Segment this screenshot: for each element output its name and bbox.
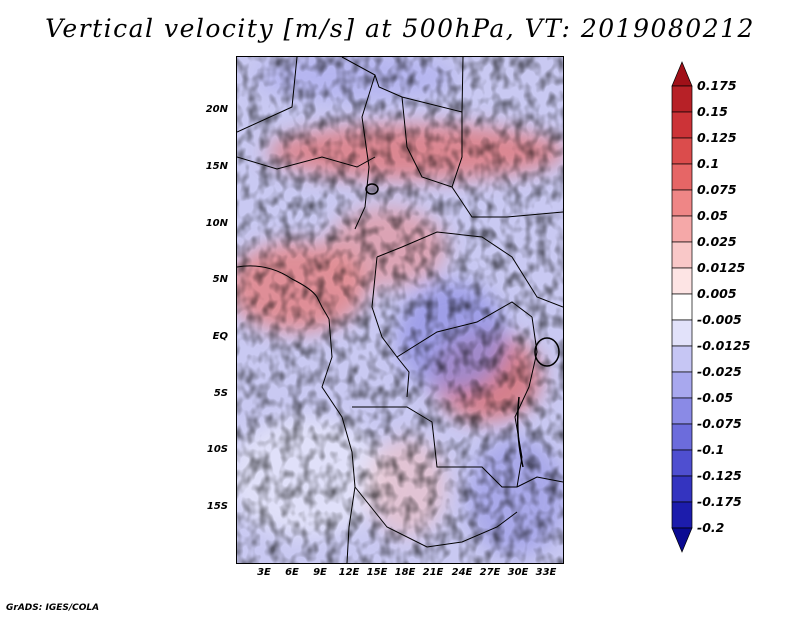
- lon-label-27e: 27E: [479, 567, 501, 578]
- lon-label-21e: 21E: [422, 567, 444, 578]
- lakes: [365, 183, 560, 468]
- border-sahel: [237, 156, 376, 170]
- velocity-field-map: [237, 57, 563, 563]
- colorbar-level-label: 0.005: [697, 286, 737, 301]
- lon-label-33e: 33E: [535, 567, 557, 578]
- colorbar-top-arrow: [671, 61, 693, 87]
- lat-label-20n: 20N: [205, 104, 228, 115]
- colorbar-level-label: -0.0125: [697, 338, 751, 353]
- colorbar-level-label: 0.0125: [697, 260, 746, 275]
- colorbar-swatch: [671, 475, 693, 503]
- colorbar-swatch: [671, 293, 693, 321]
- colorbar-swatch: [671, 215, 693, 243]
- lat-label-5s: 5S: [213, 388, 228, 399]
- border-car-sudan: [376, 231, 563, 308]
- border-angola-drc: [352, 406, 517, 488]
- coast-gulf-guinea: [237, 265, 330, 320]
- colorbar-bottom-arrow: [671, 527, 693, 553]
- colorbar-swatch: [671, 137, 693, 165]
- colorbar-level-label: 0.125: [697, 130, 737, 145]
- border-drc-north: [396, 301, 533, 358]
- lon-label-3e: 3E: [257, 567, 271, 578]
- lon-label-6e: 6E: [285, 567, 299, 578]
- lon-label-30e: 30E: [507, 567, 529, 578]
- map-plot-area: [236, 56, 564, 564]
- colorbar-swatch: [671, 371, 693, 399]
- border-chad-sudan: [451, 112, 563, 218]
- border-mali: [237, 57, 298, 133]
- coast-west-central: [321, 318, 356, 563]
- colorbar-level-label: -0.075: [697, 416, 742, 431]
- colorbar-swatch: [671, 111, 693, 139]
- border-niger-chad: [354, 74, 376, 230]
- colorbar-swatch: [671, 501, 693, 529]
- colorbar-level-label: -0.005: [697, 312, 742, 327]
- colorbar-level-label: 0.05: [697, 208, 728, 223]
- colorbar-level-label: 0.075: [697, 182, 737, 197]
- lat-label-5n: 5N: [212, 274, 228, 285]
- lat-label-15n: 15N: [205, 161, 228, 172]
- colorbar-swatch: [671, 241, 693, 269]
- lon-label-9e: 9E: [313, 567, 327, 578]
- colorbar-level-label: 0.15: [697, 104, 728, 119]
- colorbar-level-label: -0.2: [697, 520, 725, 535]
- colorbar-swatch: [671, 423, 693, 451]
- footer-credit: GrADS: IGES/COLA: [6, 603, 100, 613]
- lat-label-15s: 15S: [206, 501, 228, 512]
- colorbar-level-label: 0.175: [697, 78, 737, 93]
- colorbar-level-label: 0.1: [697, 156, 720, 171]
- border-east-south: [516, 476, 563, 488]
- colorbar-level-label: 0.025: [697, 234, 737, 249]
- lon-label-18e: 18E: [394, 567, 416, 578]
- colorbar-swatch: [671, 397, 693, 425]
- lat-label-eq: EQ: [212, 331, 228, 342]
- colorbar-level-label: -0.125: [697, 468, 742, 483]
- colorbar-level-label: -0.05: [697, 390, 734, 405]
- lake-chad: [365, 183, 379, 195]
- colorbar-swatch: [671, 449, 693, 477]
- chart-title: Vertical velocity [m/s] at 500hPa, VT: 2…: [45, 14, 755, 43]
- colorbar-swatch: [671, 319, 693, 347]
- colorbar-swatch: [671, 85, 693, 113]
- lake-tanganyika: [516, 396, 524, 468]
- border-angola-south: [354, 486, 518, 548]
- colorbar-level-label: -0.175: [697, 494, 742, 509]
- colorbar-level-label: -0.1: [697, 442, 725, 457]
- colorbar-swatch: [671, 345, 693, 373]
- lon-label-15e: 15E: [366, 567, 388, 578]
- colorbar-swatch: [671, 189, 693, 217]
- lon-label-12e: 12E: [338, 567, 360, 578]
- country-borders: [237, 57, 563, 563]
- border-north: [341, 57, 464, 113]
- colorbar-level-label: -0.025: [697, 364, 742, 379]
- field-speckle: [237, 57, 563, 563]
- border-chad-east: [401, 96, 453, 188]
- lat-label-10s: 10S: [206, 444, 228, 455]
- colorbar-swatch: [671, 267, 693, 295]
- lat-label-10n: 10N: [205, 218, 228, 229]
- colorbar-swatch: [671, 163, 693, 191]
- lon-label-24e: 24E: [451, 567, 473, 578]
- colorbar: [671, 61, 693, 553]
- border-cameroon-congo: [371, 256, 410, 398]
- lake-victoria: [534, 337, 560, 367]
